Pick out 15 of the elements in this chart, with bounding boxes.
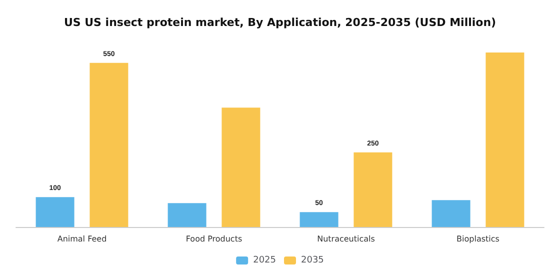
bar — [486, 52, 524, 227]
x-tick-label: Bioplastics — [456, 234, 500, 244]
x-tick-label: Animal Feed — [57, 234, 107, 244]
legend-label: 2035 — [301, 256, 324, 266]
x-tick-label: Food Products — [186, 234, 242, 244]
bar — [222, 108, 260, 227]
bar — [432, 200, 470, 227]
bar — [90, 62, 128, 227]
x-tick-label: Nutraceuticals — [317, 234, 375, 244]
bar — [300, 212, 338, 227]
bar — [168, 203, 206, 227]
bar — [354, 152, 392, 227]
chart-title: US US insect protein market, By Application, 2025-2035 (USD Million) — [64, 16, 496, 29]
legend-label: 2025 — [253, 256, 276, 266]
bar — [36, 197, 74, 227]
